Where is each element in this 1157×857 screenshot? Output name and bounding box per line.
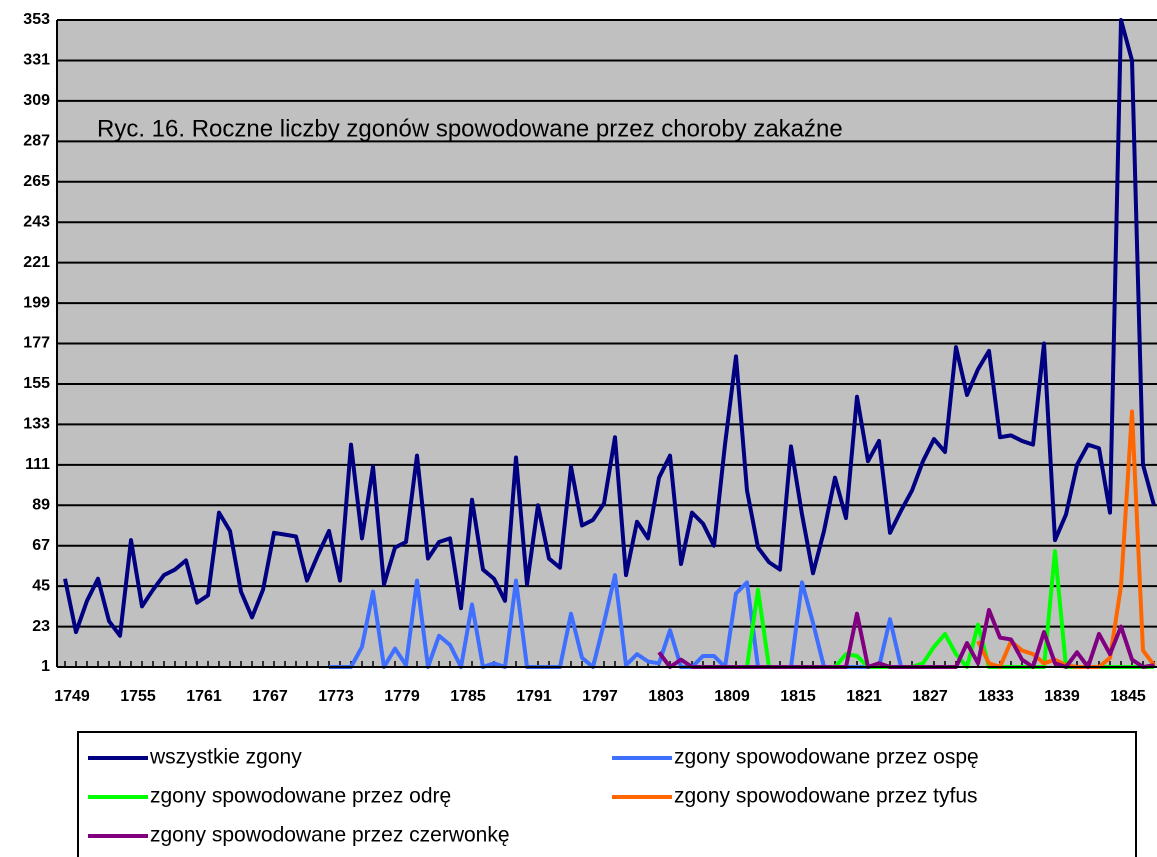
y-tick-label: 221 [23, 254, 50, 271]
x-tick-label: 1845 [1110, 688, 1146, 705]
x-tick-label: 1761 [186, 688, 222, 705]
y-tick-label: 111 [25, 456, 50, 473]
y-tick-label: 155 [23, 375, 50, 392]
y-tick-label: 199 [23, 294, 50, 311]
x-tick-label: 1797 [582, 688, 618, 705]
line-series [329, 573, 912, 669]
x-tick-label: 1791 [516, 688, 552, 705]
x-tick-label: 1839 [1044, 688, 1080, 705]
x-tick-label: 1779 [384, 688, 420, 705]
legend-label: zgony spowodowane przez odrę [150, 785, 451, 808]
x-tick-label: 1827 [912, 688, 948, 705]
x-tick-label: 1809 [714, 688, 750, 705]
chart-title: Ryc. 16. Roczne liczby zgonów spowodowan… [97, 115, 843, 142]
y-tick-label: 309 [23, 92, 50, 109]
y-tick-label: 23 [32, 618, 50, 635]
y-tick-label: 1 [41, 658, 50, 675]
y-tick-label: 89 [32, 496, 50, 513]
x-tick-label: 1767 [252, 688, 288, 705]
y-tick-label: 265 [23, 173, 50, 190]
legend-label: wszystkie zgony [149, 746, 302, 769]
y-tick-label: 243 [23, 213, 50, 230]
y-tick-label: 133 [23, 416, 50, 433]
line-series [63, 18, 1156, 638]
x-tick-label: 1785 [450, 688, 486, 705]
y-tick-label: 177 [23, 335, 50, 352]
y-tick-label: 353 [23, 11, 50, 28]
x-tick-label: 1815 [780, 688, 816, 705]
x-tick-label: 1749 [54, 688, 90, 705]
y-tick-label: 331 [23, 52, 50, 69]
y-tick-label: 287 [23, 133, 50, 150]
x-tick-label: 1755 [120, 688, 156, 705]
x-tick-label: 1833 [978, 688, 1014, 705]
x-tick-label: 1773 [318, 688, 354, 705]
x-tick-label: 1821 [846, 688, 882, 705]
legend-box [77, 731, 1137, 857]
legend-label: zgony spowodowane przez ospę [674, 746, 979, 769]
y-tick-label: 45 [32, 577, 50, 594]
x-tick-label: 1803 [648, 688, 684, 705]
legend-label: zgony spowodowane przez czerwonkę [150, 824, 510, 847]
y-tick-label: 67 [32, 537, 50, 554]
legend-label: zgony spowodowane przez tyfus [674, 785, 978, 808]
